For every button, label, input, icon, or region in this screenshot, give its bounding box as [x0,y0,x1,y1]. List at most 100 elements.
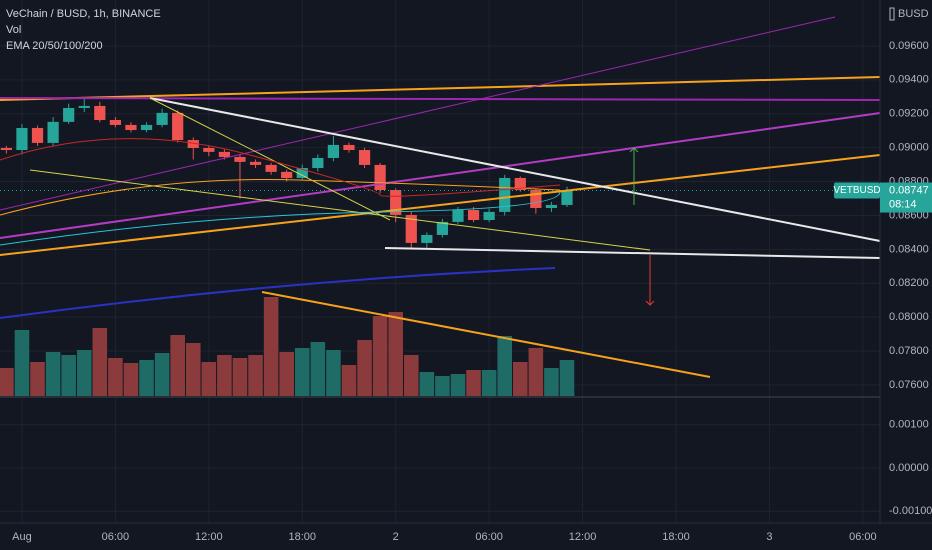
candle-body [249,161,262,165]
volume-bar [201,362,217,396]
trendline [0,97,881,101]
candle-body [47,121,59,143]
candle-body [499,177,511,212]
x-tick-label: 12:00 [569,531,597,543]
candle-body [125,124,137,131]
candle-body [218,151,231,157]
volume-bar [108,358,123,396]
trendline [384,247,881,259]
arrow-down [645,255,655,306]
candle-body [296,167,308,178]
trendline [0,16,836,211]
ema-line [0,191,561,246]
volume-bar [528,348,544,396]
ema-line [0,178,561,216]
candle-body [421,234,433,243]
ema-line [0,267,556,319]
candle-body [327,144,340,158]
y-tick-label: 0.09600 [889,40,929,52]
y-tick-label: 0.09200 [889,108,929,120]
volume-bar [372,316,388,396]
candle-body [187,140,199,148]
volume-bar [279,352,294,396]
candle-body [561,190,573,205]
trendline [0,112,881,239]
candle-body [343,144,355,151]
chart-title: VeChain / BUSD, 1h, BINANCE [6,8,161,20]
trendline [149,97,881,242]
candle-body [530,190,542,208]
candle-body [63,107,75,122]
candle-body [390,190,402,215]
last-price-label: 0.08747 [889,184,929,196]
volume-bar [76,350,92,396]
currency-label: BUSD [898,8,929,20]
volume-bar [14,330,30,396]
y-tick-label: 0.07600 [889,379,929,391]
volume-bar [294,348,310,396]
trendline [0,154,881,256]
candle-body [78,105,90,108]
volume-bar [326,350,341,396]
indicator-tick-label: -0.00100 [889,505,932,517]
y-tick-label: 0.08200 [889,277,929,289]
volume-bar [559,360,575,396]
currency-icon [889,7,895,21]
symbol-tag [834,182,880,199]
y-tick-label: 0.07800 [889,345,929,357]
volume-bar [185,343,201,396]
candle-body [374,164,386,191]
x-tick-label: 12:00 [195,531,223,543]
x-tick-label: 06:00 [475,531,503,543]
x-tick-label: 2 [393,531,399,543]
candle-body [514,177,526,191]
trendline [0,76,881,101]
y-tick-label: 0.09400 [889,74,929,86]
symbol-label: VETBUSD [833,185,880,196]
volume-bar [139,360,154,396]
volume-bar [248,355,263,396]
trendline [261,291,711,378]
candle-body [172,112,184,141]
candle-body [436,221,449,235]
x-tick-label: 18:00 [662,531,690,543]
volume-bar [512,362,528,396]
candle-body [156,112,168,125]
x-tick-label: 18:00 [288,531,316,543]
candle-body [281,171,293,178]
y-tick-label: 0.09000 [889,142,929,154]
arrow-up [629,147,639,205]
volume-bar [263,297,279,396]
volume-bar [30,362,45,396]
drawings [0,16,881,378]
volume-bar [450,374,466,396]
volume-bar [61,355,76,396]
candle-body [452,210,464,222]
y-tick-label: 0.08000 [889,311,929,323]
x-tick-label: 06:00 [102,531,130,543]
countdown-label: 08:14 [889,198,917,210]
volume-bar [0,368,14,396]
volume-bar [170,335,185,396]
volume-bar [92,328,108,396]
volume-bar [217,355,232,396]
x-tick-label: 06:00 [849,531,877,543]
volume-bar [388,312,403,396]
volume-bar [497,336,512,396]
volume-bar [232,358,248,396]
candle-body [31,127,44,143]
candle-body [483,211,495,221]
trendline [29,169,651,251]
candle-body [16,127,28,151]
indicator-tick-label: 0.00100 [889,419,929,431]
x-tick-label: Aug [12,531,32,543]
volume-bar [403,355,419,396]
y-tick-label: 0.08400 [889,243,929,255]
candle-body [312,157,324,168]
volume-bar [544,368,559,396]
candle-body [0,147,12,151]
volume-bar [123,363,139,396]
candle-body [405,214,417,243]
